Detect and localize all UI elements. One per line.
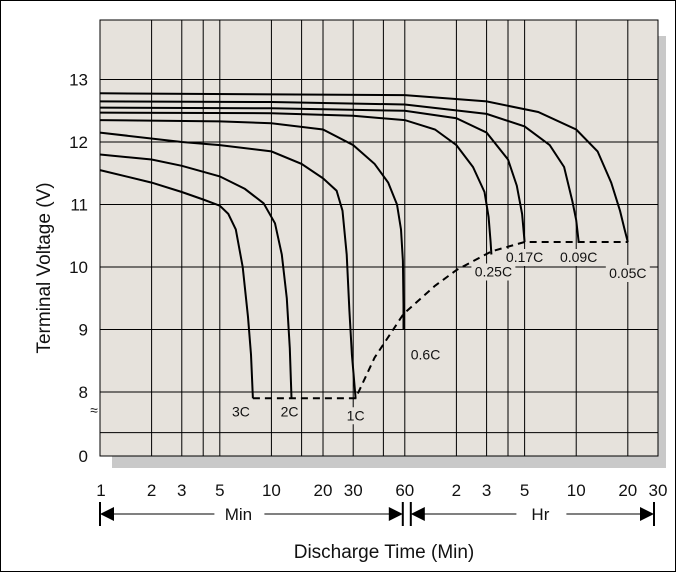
x-tick-label: 10: [567, 481, 586, 500]
curve-0p17C: [99, 106, 526, 243]
range-unit-label: Min: [225, 505, 252, 524]
curve-3C: [99, 169, 254, 399]
curve-label-bg: [502, 249, 547, 266]
curve-label: 1C: [347, 407, 365, 423]
curve-label-bg: [471, 263, 516, 281]
curve-label: 0.25C: [475, 264, 512, 280]
y-tick-label: 10: [69, 258, 88, 277]
x-tick-label: 2: [452, 481, 461, 500]
x-tick-label: 5: [215, 481, 224, 500]
y-tick-label: 8: [79, 383, 88, 402]
curves: [99, 92, 629, 400]
curve-label-bg: [407, 346, 444, 364]
curve-label: 3C: [232, 403, 250, 419]
axis-break-mark: ≈: [90, 402, 98, 418]
y-tick-label: 13: [69, 71, 88, 90]
x-tick-label: 30: [649, 481, 668, 500]
arrow-head-left: [100, 507, 114, 521]
curve-0p6C: [99, 119, 405, 330]
x-tick-label: 20: [314, 481, 333, 500]
curve-1C: [99, 131, 357, 399]
curve-label-bg: [605, 265, 650, 282]
arrow-head-left: [410, 507, 425, 521]
y-tick-label: 9: [79, 321, 88, 340]
arrow-head-right: [388, 507, 403, 521]
y-tick-label: 12: [69, 133, 88, 152]
curve-label: 0.6C: [411, 347, 441, 363]
curve-0p09C: [99, 100, 580, 243]
arrow-head-right: [640, 507, 654, 521]
curve-0p05C: [99, 92, 629, 243]
curve-label: 0.09C: [560, 249, 597, 265]
x-tick-label: 30: [344, 481, 363, 500]
x-tick-label: 1: [96, 481, 105, 500]
x-axis-label: Discharge Time (Min): [294, 542, 475, 563]
curve-label-bg: [345, 407, 366, 425]
x-tick-label: 5: [520, 481, 529, 500]
x-tick-label: 3: [482, 481, 491, 500]
curve-label-bg: [556, 249, 601, 266]
cutoff-voltage-curve: [252, 241, 628, 400]
curve-0p25C: [99, 111, 493, 255]
x-tick-label: 10: [262, 481, 281, 500]
curve-label-bg: [279, 403, 300, 421]
curve-label: 2C: [281, 403, 299, 419]
x-tick-label: 60: [395, 481, 414, 500]
curve-label: 0.17C: [506, 249, 543, 265]
x-tick-label: 3: [177, 481, 186, 500]
y-tick-label: 11: [70, 196, 88, 215]
y-axis-label: Terminal Voltage (V): [34, 182, 55, 353]
y-tick-label: 0: [79, 447, 88, 466]
plot-area: [99, 19, 659, 457]
x-tick-label: 20: [618, 481, 637, 500]
x-tick-label: 2: [147, 481, 156, 500]
curve-label: 0.05C: [609, 265, 646, 281]
curve-label-bg: [230, 403, 251, 421]
curve-2C: [99, 153, 293, 399]
range-unit-label: Hr: [531, 505, 549, 524]
